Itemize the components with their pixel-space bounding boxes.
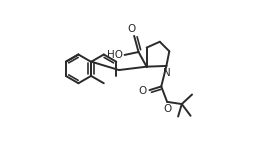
Text: N: N xyxy=(163,68,171,78)
Text: O: O xyxy=(139,86,147,96)
Text: HO: HO xyxy=(107,50,123,60)
Text: O: O xyxy=(128,24,136,34)
Text: O: O xyxy=(164,104,172,114)
